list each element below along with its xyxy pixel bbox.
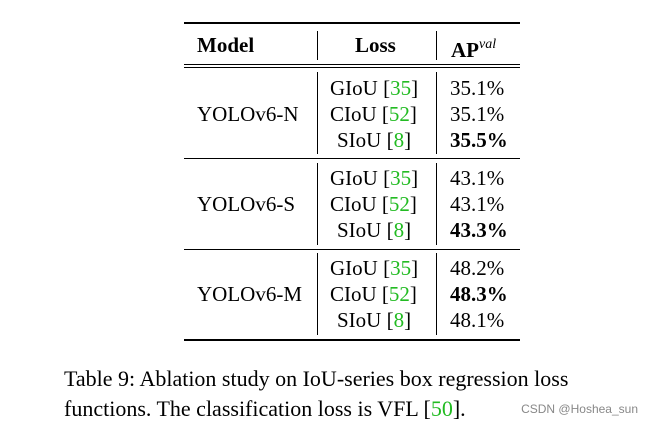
loss-label: SIoU [ (337, 308, 394, 332)
bracket-close: ] (409, 282, 417, 306)
bracket-close: ] (411, 76, 419, 100)
group-model-n: YOLOv6-N (197, 102, 299, 126)
table-top-rule (184, 22, 520, 24)
table-row-m-giou-ap: 48.2% (450, 256, 505, 280)
bracket-close: ] (404, 308, 412, 332)
citation-ref[interactable]: 8 (393, 308, 405, 332)
header-ap-superscript: val (479, 37, 497, 52)
table-row-s-siou-loss: SIoU [8] (337, 217, 411, 243)
loss-label: SIoU [ (337, 128, 394, 152)
table-row-n-siou-loss: SIoU [8] (337, 127, 411, 153)
loss-label: GIoU [ (330, 256, 391, 280)
group1-divider-1 (317, 72, 318, 154)
table-row-n-ciou-ap: 35.1% (450, 102, 505, 126)
header-divider-1 (317, 31, 318, 60)
header-rule-2 (184, 67, 520, 68)
table-row-n-giou-loss: GIoU [35] (330, 75, 418, 101)
table-row-n-siou-ap: 35.5% (450, 128, 508, 152)
loss-label: CIoU [ (330, 102, 389, 126)
citation-ref[interactable]: 52 (388, 282, 410, 306)
group2-divider-1 (317, 163, 318, 245)
caption-text: functions. The classification loss is VF… (64, 396, 431, 421)
loss-label: GIoU [ (330, 166, 391, 190)
group3-divider-1 (317, 253, 318, 335)
table-row-s-giou-loss: GIoU [35] (330, 165, 418, 191)
table-row-s-siou-ap: 43.3% (450, 218, 508, 242)
bracket-close: ] (404, 218, 412, 242)
header-divider-2 (436, 31, 437, 60)
loss-label: CIoU [ (330, 282, 389, 306)
citation-ref[interactable]: 35 (390, 166, 412, 190)
table-bottom-rule (184, 339, 520, 341)
table-row-s-ciou-loss: CIoU [52] (330, 191, 417, 217)
bracket-close: ] (411, 256, 419, 280)
header-loss: Loss (355, 33, 396, 57)
table-row-s-ciou-ap: 43.1% (450, 192, 505, 216)
bracket-close: ] (409, 192, 417, 216)
citation-ref[interactable]: 35 (390, 256, 412, 280)
table-row-n-giou-ap: 35.1% (450, 76, 505, 100)
group1-rule (184, 158, 520, 159)
citation-ref[interactable]: 35 (390, 76, 412, 100)
group3-divider-2 (436, 253, 437, 335)
caption-text-end: ]. (452, 396, 466, 421)
loss-label: GIoU [ (330, 76, 391, 100)
table-row-m-siou-ap: 48.1% (450, 308, 505, 332)
caption-citation-ref[interactable]: 50 (430, 396, 453, 421)
header-ap: APval (451, 32, 496, 63)
bracket-close: ] (404, 128, 412, 152)
table-row-m-ciou-ap: 48.3% (450, 282, 508, 306)
group2-divider-2 (436, 163, 437, 245)
group-model-s: YOLOv6-S (197, 192, 295, 216)
bracket-close: ] (409, 102, 417, 126)
table-row-m-giou-loss: GIoU [35] (330, 255, 418, 281)
table-caption-line-2: functions. The classification loss is VF… (64, 394, 466, 424)
table-row-n-ciou-loss: CIoU [52] (330, 101, 417, 127)
header-rule-1 (184, 64, 520, 65)
citation-ref[interactable]: 8 (393, 128, 405, 152)
table-caption-line-1: Table 9: Ablation study on IoU-series bo… (64, 366, 569, 391)
header-model: Model (197, 33, 255, 57)
table-row-m-siou-loss: SIoU [8] (337, 307, 411, 333)
citation-ref[interactable]: 52 (388, 102, 410, 126)
loss-label: CIoU [ (330, 192, 389, 216)
watermark: CSDN @Hoshea_sun (521, 402, 638, 416)
loss-label: SIoU [ (337, 218, 394, 242)
group-model-m: YOLOv6-M (197, 282, 302, 306)
group2-rule (184, 249, 520, 250)
citation-ref[interactable]: 52 (388, 192, 410, 216)
bracket-close: ] (411, 166, 419, 190)
header-ap-text: AP (451, 38, 479, 62)
citation-ref[interactable]: 8 (393, 218, 405, 242)
group1-divider-2 (436, 72, 437, 154)
table-row-s-giou-ap: 43.1% (450, 166, 505, 190)
table-row-m-ciou-loss: CIoU [52] (330, 281, 417, 307)
